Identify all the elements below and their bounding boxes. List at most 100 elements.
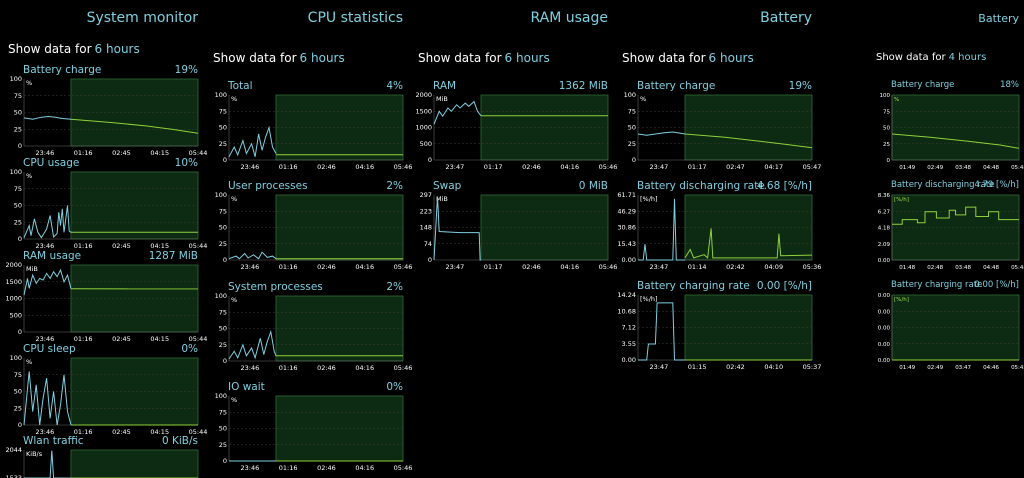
time-range-selector[interactable]: Show data for 6 hours [213,51,345,65]
x-tick-label: 04:15 [150,149,169,157]
chart-system-processes[interactable]: System processes 2% 100 75 50 25 0% 23:46 01:16… [213,281,413,373]
unit-label: % [26,172,32,180]
chart-label: Wlan traffic [23,435,84,447]
history-series-line [23,268,72,296]
x-tick-label: 01:17 [688,163,707,171]
y-tick-label: 1000 [5,295,22,303]
history-series-line [638,302,685,361]
x-tick-label: 23:47 [446,263,465,271]
y-tick-label: 100 [624,91,636,99]
y-tick-label: 75 [883,109,890,115]
y-tick-label: 75 [14,185,22,193]
current-series-line [684,228,813,259]
x-tick-label: 23:47 [650,163,669,171]
x-tick-label: 02:47 [726,163,745,171]
y-tick-label: 1500 [415,107,432,115]
y-tick-label: 100 [10,75,22,83]
x-tick-label: 04:16 [560,263,579,271]
chart-battery-discharging-rate[interactable]: Battery discharging rate 4.68 [%/h] 61.71… [617,180,821,272]
y-tick-label: 0 [223,256,227,264]
chart-value: 19% [174,64,198,76]
x-tick-label: 04:09 [764,263,783,271]
y-tick-label: 10.68 [617,307,636,315]
y-tick-label: 1533 [5,474,22,478]
chart-user-processes[interactable]: User processes 2% 100 75 50 25 0% 23:46 01:16 02… [213,180,413,272]
time-range-selector[interactable]: Show data for 6 hours [622,51,754,65]
live-region [275,194,404,261]
history-series-line [23,205,72,239]
y-tick-label: 3.55 [622,340,636,348]
y-tick-label: 0 [223,156,227,164]
y-tick-label: 0 [18,421,22,429]
time-range-selector[interactable]: Show data for 6 hours [418,51,550,65]
panel-ram-usage: RAM usage Show data for 6 hours RAM 1362 M… [415,0,618,478]
chart-value: 18% [1000,80,1019,90]
x-tick-label: 01:16 [279,364,298,372]
x-tick-label: 01:16 [74,149,93,157]
chart-swap[interactable]: Swap 0 MiB 297 223 148 74 0 MiB 23:47 01:17 02:46… [418,180,618,272]
unit-label: MiB [26,265,38,273]
chart-value: 4.68 [%/h] [756,180,812,192]
chart-ram[interactable]: RAM 1362 MiB 2000 1500 1000 500 0 MiB 23:47 01:1… [415,80,617,172]
x-tick-label: 02:42 [726,263,745,271]
x-tick-label: 02:45 [112,149,131,157]
chart-battery-charging-rate[interactable]: Battery charging rate 0.00 [%/h] 14.24 10.… [617,280,821,372]
unit-label: % [231,195,237,203]
panel-title: System monitor [86,10,198,26]
y-tick-label: 1000 [415,124,432,132]
unit-label: % [640,95,646,103]
chart-total[interactable]: Total 4% 100 75 50 25 0% 23:46 01:16 02:46 04:16 0… [213,80,413,172]
y-tick-label: 0.00 [878,293,891,299]
chart-cpu-usage[interactable]: CPU usage 10% 100 75 50 25 0% 23:46 01:16 02:45 0… [8,157,208,251]
chart-battery-discharging-rate[interactable]: Battery discharging rate 4.79 [%/h] 8.36 6… [876,180,1024,272]
y-tick-label: 297 [420,191,432,199]
time-range-selector[interactable]: Show data for 4 hours [876,52,986,63]
live-region [275,295,404,362]
panel-system-monitor: System monitor Show data for 6 hours Batt… [5,0,208,478]
y-tick-label: 100 [215,392,227,400]
x-tick-label: 02:46 [317,263,336,271]
y-tick-label: 0.00 [622,356,636,364]
chart-value: 1287 MiB [148,250,198,262]
y-tick-label: 50 [219,425,227,433]
panel-battery: Battery Show data for 6 hours Battery cha… [617,0,822,478]
chart-io-wait[interactable]: IO wait 0% 100 75 50 25 0% 23:46 01:16 02:46 04:1… [213,381,413,473]
panel-title: Battery [978,12,1019,25]
chart-label: Battery charge [23,64,102,76]
live-region [684,94,813,161]
unit-label: [%/h] [894,297,909,303]
x-tick-label: 02:42 [726,363,745,371]
x-tick-label: 23:47 [650,363,669,371]
chart-label: Battery charging rate [891,280,983,290]
live-region [684,194,813,261]
chart-ram-usage[interactable]: RAM usage 1287 MiB 2000 1500 1000 500 0 MiB 23:… [5,250,207,344]
chart-battery-charge[interactable]: Battery charge 18% 100 75 50 25 0% 01:49 02:49 0… [876,80,1024,172]
chart-battery-charge[interactable]: Battery charge 19% 100 75 50 25 0% 23:46 01:16 0… [8,64,208,158]
y-tick-label: 75 [628,107,636,115]
unit-label: [%/h] [640,295,658,303]
chart-value: 0 KiB/s [161,435,198,447]
current-series-line [892,206,1019,225]
y-tick-label: 50 [14,388,22,396]
history-series-line [23,115,72,120]
time-range-selector[interactable]: Show data for 6 hours [8,42,140,56]
chart-wlan-traffic[interactable]: Wlan traffic 0 KiB/s 2044 1533 KiB/s [5,435,199,478]
chart-label: CPU usage [23,157,80,169]
y-tick-label: 0 [18,142,22,150]
y-tick-label: 61.71 [617,191,636,199]
x-tick-label: 02:46 [317,364,336,372]
chart-battery-charging-rate[interactable]: Battery charging rate 0.00 [%/h] 0.00 0.00… [876,280,1024,372]
x-tick-label: 23:46 [241,263,260,271]
chart-label: Battery discharging rate [637,180,765,192]
x-tick-label: 01:16 [279,464,298,472]
x-tick-label: 01:15 [688,363,707,371]
chart-battery-charge[interactable]: Battery charge 19% 100 75 50 25 0% 23:47 01:17 0… [622,80,822,172]
unit-label: % [231,396,237,404]
x-tick-label: 04:16 [355,364,374,372]
unit-label: [%/h] [640,195,658,203]
x-tick-label: 04:15 [150,335,169,343]
x-tick-label: 05:44 [189,149,208,157]
chart-cpu-sleep[interactable]: CPU sleep 0% 100 75 50 25 0% 23:46 01:16 02:45 04… [8,343,208,437]
history-series-line [24,450,71,478]
current-series-line [70,118,199,134]
